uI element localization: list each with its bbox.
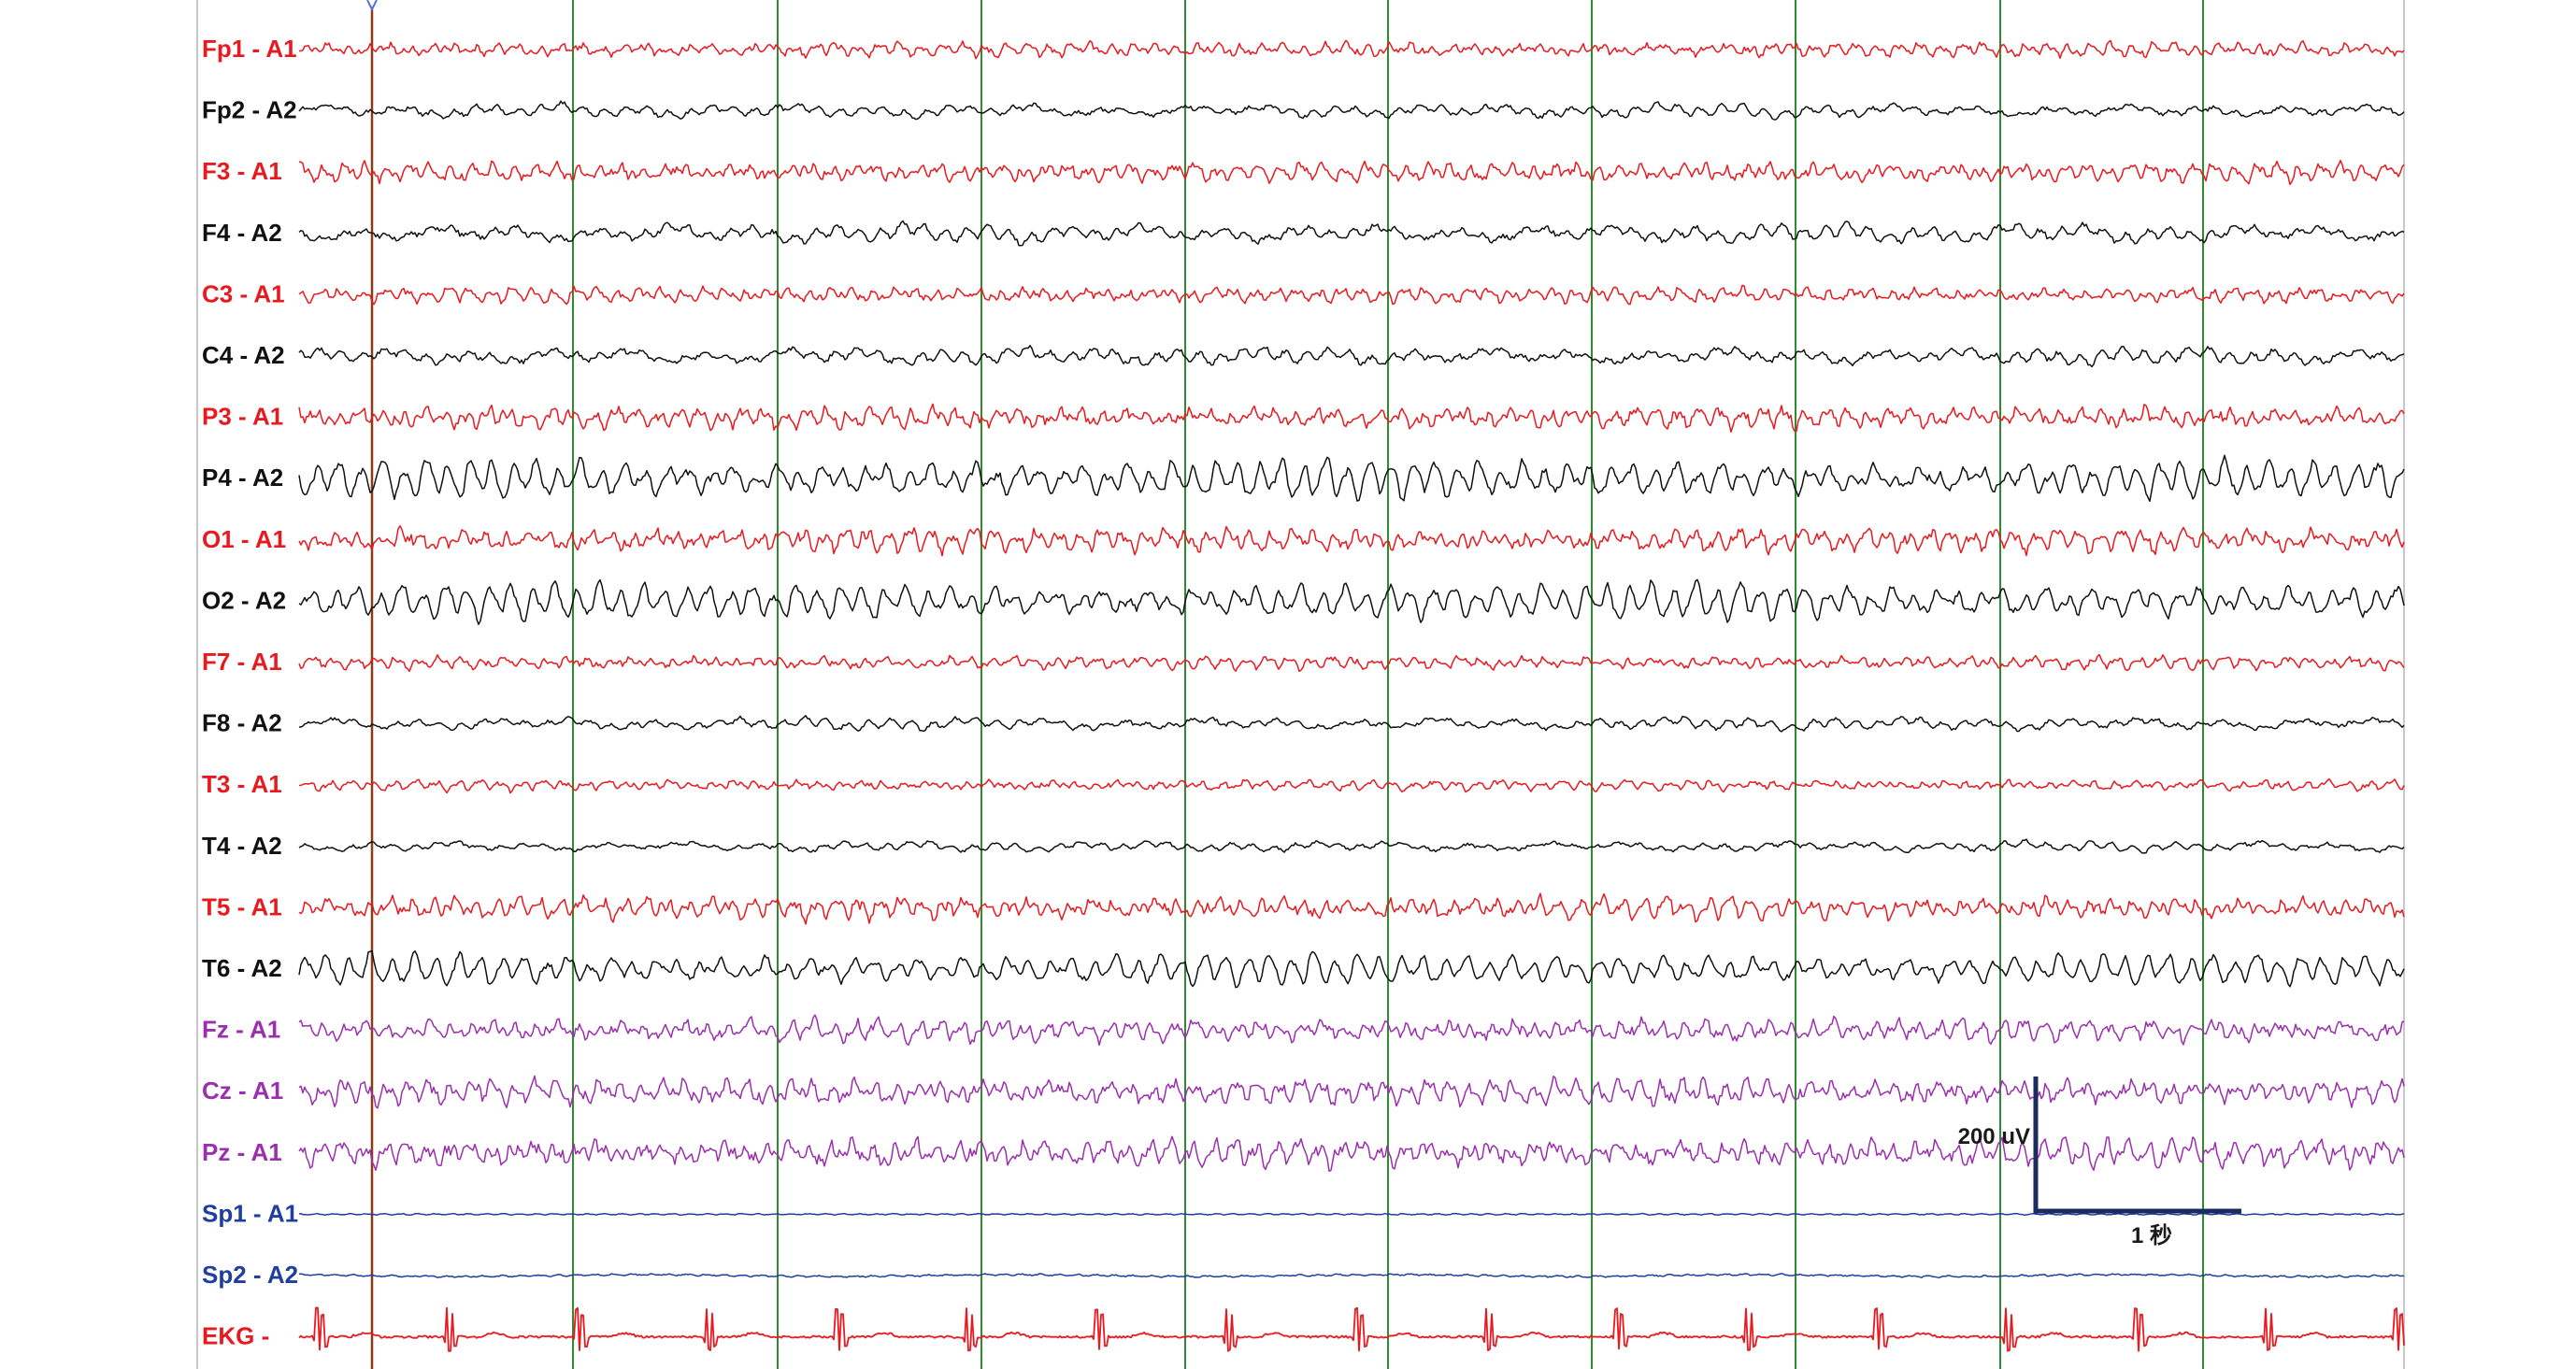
channel-label[interactable]: Cz - A1: [202, 1077, 283, 1105]
channel-trace: [298, 578, 2405, 625]
channel-label[interactable]: Fp1 - A1: [202, 35, 297, 63]
channel-label[interactable]: F8 - A2: [202, 709, 282, 737]
calibration-amplitude-label: 200 uV: [1958, 1124, 2030, 1149]
channel-trace: [298, 1212, 2405, 1217]
channel-label[interactable]: Fz - A1: [202, 1016, 280, 1044]
channel-trace: [298, 345, 2405, 368]
channel-label[interactable]: P4 - A2: [202, 463, 283, 492]
channel-label[interactable]: Sp1 - A1: [202, 1199, 298, 1227]
channel-trace: [298, 284, 2405, 306]
channel-labels: Fp1 - A1 Fp2 - A2 F3 - A1 F4 - A2 C3 - A1 C4 …: [202, 35, 298, 1350]
channel-label[interactable]: O2 - A2: [202, 586, 286, 614]
channel-trace: [298, 1135, 2405, 1173]
channel-label[interactable]: P3 - A1: [202, 403, 283, 431]
channel-label[interactable]: T4 - A2: [202, 832, 282, 860]
channel-label[interactable]: Fp2 - A2: [202, 96, 297, 124]
channel-label[interactable]: F4 - A2: [202, 219, 282, 247]
channel-label[interactable]: O1 - A1: [202, 525, 286, 553]
eeg-traces: [298, 39, 2405, 1352]
channel-trace: [298, 777, 2405, 794]
channel-label[interactable]: F7 - A1: [202, 648, 282, 676]
channel-trace: [299, 160, 2405, 186]
time-cursor-marker[interactable]: [366, 0, 378, 12]
calibration-time-label: 1 秒: [2131, 1223, 2172, 1248]
channel-trace: [298, 1075, 2405, 1109]
channel-trace: [298, 454, 2405, 503]
channel-trace: [298, 653, 2405, 673]
channel-trace: [298, 1273, 2405, 1278]
channel-trace: [298, 892, 2405, 925]
channel-trace: [298, 525, 2405, 557]
channel-label[interactable]: EKG -: [202, 1322, 269, 1350]
channel-label[interactable]: C4 - A2: [202, 341, 285, 369]
channel-label[interactable]: C3 - A1: [202, 279, 285, 307]
channel-trace: [298, 838, 2405, 854]
channel-label[interactable]: Pz - A1: [202, 1138, 282, 1166]
channel-trace: [298, 100, 2405, 121]
channel-label[interactable]: Sp2 - A2: [202, 1261, 298, 1289]
channel-trace: [298, 220, 2405, 247]
channel-label[interactable]: F3 - A1: [202, 157, 282, 185]
channel-trace: [298, 403, 2405, 433]
channel-trace: [298, 715, 2405, 733]
channel-label[interactable]: T6 - A2: [202, 954, 282, 982]
channel-trace: [298, 1306, 2405, 1352]
channel-label[interactable]: T3 - A1: [202, 770, 282, 798]
calibration-bar: [2033, 1077, 2241, 1214]
calibration-scale: 200 uV 1 秒: [1958, 1077, 2241, 1248]
channel-trace: [298, 949, 2405, 989]
channel-label[interactable]: T5 - A1: [202, 892, 282, 920]
channel-trace: [298, 1014, 2405, 1047]
channel-trace: [298, 39, 2405, 60]
